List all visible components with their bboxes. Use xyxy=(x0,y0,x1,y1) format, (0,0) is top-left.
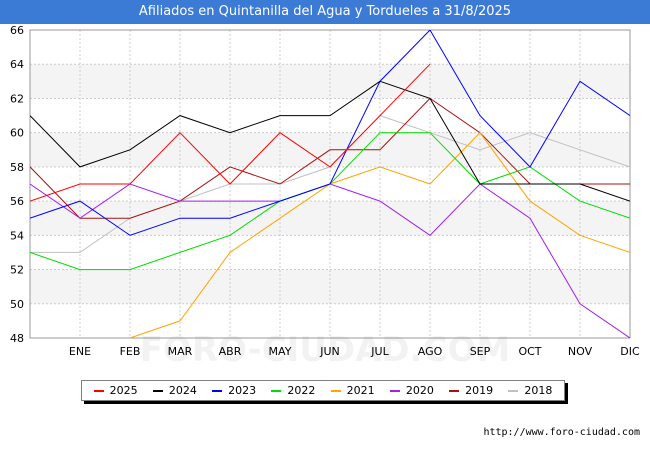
x-tick-label: MAY xyxy=(269,345,292,358)
x-tick-label: MAR xyxy=(168,345,193,358)
series-line-2021 xyxy=(129,131,630,338)
legend-label: 2023 xyxy=(228,384,257,397)
y-tick-label: 50 xyxy=(10,298,24,311)
legend-item-2019: 2019 xyxy=(449,384,493,397)
chart-title: Afiliados en Quintanilla del Agua y Tord… xyxy=(138,4,512,19)
y-tick-label: 64 xyxy=(10,58,24,71)
legend: 2025 2024 2023 2022 2021 2020 2019 2018 xyxy=(81,380,565,401)
x-tick-label: JUL xyxy=(370,345,389,358)
y-tick-label: 56 xyxy=(10,195,24,208)
band xyxy=(30,64,630,99)
legend-swatch xyxy=(93,389,104,392)
legend-swatch xyxy=(449,389,460,392)
legend-label: 2022 xyxy=(287,384,316,397)
x-tick-labels: ENE FEB MAR ABR MAY JUN JUL AGO SEP OCT NOV DIC xyxy=(69,345,640,358)
title-bar xyxy=(0,0,650,24)
x-tick-label: ENE xyxy=(69,345,91,358)
y-tick-labels: 48 50 52 54 56 58 60 62 64 66 xyxy=(10,24,24,345)
legend-item-2018: 2018 xyxy=(508,384,552,397)
x-tick-label: DIC xyxy=(620,345,640,358)
y-tick-label: 60 xyxy=(10,127,24,140)
legend-swatch xyxy=(212,389,223,392)
x-tick-label: FEB xyxy=(120,345,141,358)
series-lines xyxy=(30,30,630,338)
series-line-2025 xyxy=(30,63,431,202)
y-tick-label: 58 xyxy=(10,161,24,174)
y-tick-label: 54 xyxy=(10,229,24,242)
legend-swatch xyxy=(152,389,163,392)
x-tick-label: JUN xyxy=(319,345,340,358)
legend-swatch xyxy=(330,389,341,392)
y-tick-label: 48 xyxy=(10,332,24,345)
x-tick-label: ABR xyxy=(219,345,242,358)
legend-item-2020: 2020 xyxy=(389,384,434,397)
source-url: http://www.foro-ciudad.com xyxy=(483,427,640,438)
legend-item-2025: 2025 xyxy=(93,384,138,397)
line-chart: 48 50 52 54 56 58 60 62 64 66 ENE FEB MAR ABR MAY JUN J… xyxy=(10,24,640,358)
legend-label: 2024 xyxy=(168,384,197,397)
legend-label: 2020 xyxy=(405,384,434,397)
legend-item-2024: 2024 xyxy=(152,384,197,397)
legend-label: 2018 xyxy=(524,384,553,397)
legend-swatch xyxy=(508,389,519,392)
legend-item-2021: 2021 xyxy=(330,384,375,397)
x-tick-label: SEP xyxy=(470,345,491,358)
y-tick-label: 62 xyxy=(10,92,24,105)
legend-swatch xyxy=(271,389,282,392)
y-tick-label: 66 xyxy=(10,24,24,37)
legend-label: 2019 xyxy=(465,384,494,397)
y-tick-label: 52 xyxy=(10,264,24,277)
series-line-2024 xyxy=(30,80,630,202)
watermark: FORO-CIUDAD.COM xyxy=(139,330,511,370)
x-tick-label: AGO xyxy=(418,345,443,358)
x-tick-label: OCT xyxy=(518,345,541,358)
series-line-2023 xyxy=(30,30,630,236)
x-tick-label: NOV xyxy=(568,345,593,358)
legend-label: 2025 xyxy=(109,384,138,397)
legend-item-2022: 2022 xyxy=(271,384,315,397)
legend-label: 2021 xyxy=(346,384,375,397)
legend-item-2023: 2023 xyxy=(212,384,256,397)
legend-swatch xyxy=(389,389,400,392)
